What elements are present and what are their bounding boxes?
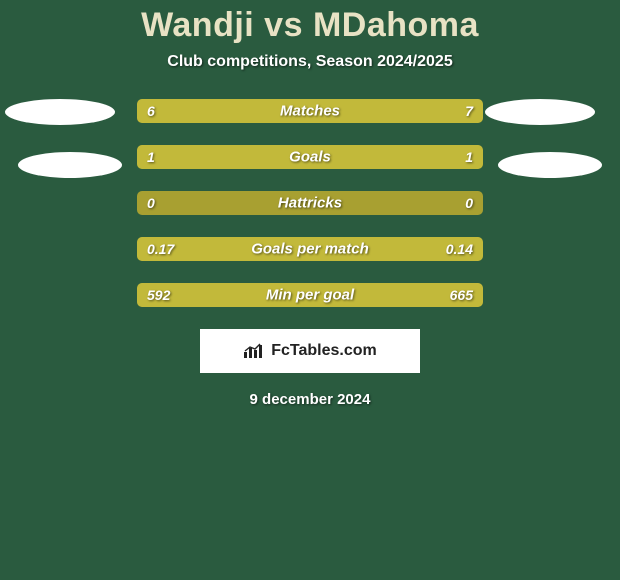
bar-label: Hattricks: [137, 195, 483, 212]
bar-fill-right: [310, 145, 483, 169]
bar-fill-right: [327, 237, 483, 261]
footer-brand-text: FcTables.com: [271, 342, 377, 360]
title-vs: vs: [254, 6, 313, 44]
bar-value-right: 0: [465, 195, 473, 211]
bar-value-left: 0: [147, 195, 155, 211]
subtitle: Club competitions, Season 2024/2025: [0, 53, 620, 71]
stat-bar: Hattricks0 0: [137, 191, 483, 215]
stat-bar: Goals11: [137, 145, 483, 169]
player-a-name: Wandji: [141, 6, 254, 44]
bar-fill-left: [137, 99, 296, 123]
bar-fill-left: [137, 237, 327, 261]
bar-fill-left: [137, 145, 310, 169]
bar-fill-right: [296, 99, 483, 123]
ellipse-left-mid: [18, 152, 122, 178]
page-root: Wandji vs MDahoma Club competitions, Sea…: [0, 0, 620, 580]
date-text: 9 december 2024: [0, 391, 620, 408]
footer-brand-box: FcTables.com: [200, 329, 420, 373]
stat-bar: Min per goal592665: [137, 283, 483, 307]
content-area: Matches67 Goals11 Hattricks0 0 Goals per mat…: [0, 99, 620, 408]
bar-fill-left: [137, 283, 300, 307]
page-title: Wandji vs MDahoma: [0, 0, 620, 45]
ellipse-right-mid: [498, 152, 602, 178]
bars-container: Matches67 Goals11 Hattricks0 0 Goals per mat…: [137, 99, 483, 307]
footer-brand: FcTables.com: [243, 342, 377, 360]
ellipse-right-top: [485, 99, 595, 125]
bar-chart-icon: [243, 342, 265, 360]
stat-bar: Goals per match0.170.14: [137, 237, 483, 261]
stat-bar: Matches67: [137, 99, 483, 123]
player-b-name: MDahoma: [313, 6, 479, 44]
bar-fill-right: [300, 283, 483, 307]
ellipse-left-top: [5, 99, 115, 125]
